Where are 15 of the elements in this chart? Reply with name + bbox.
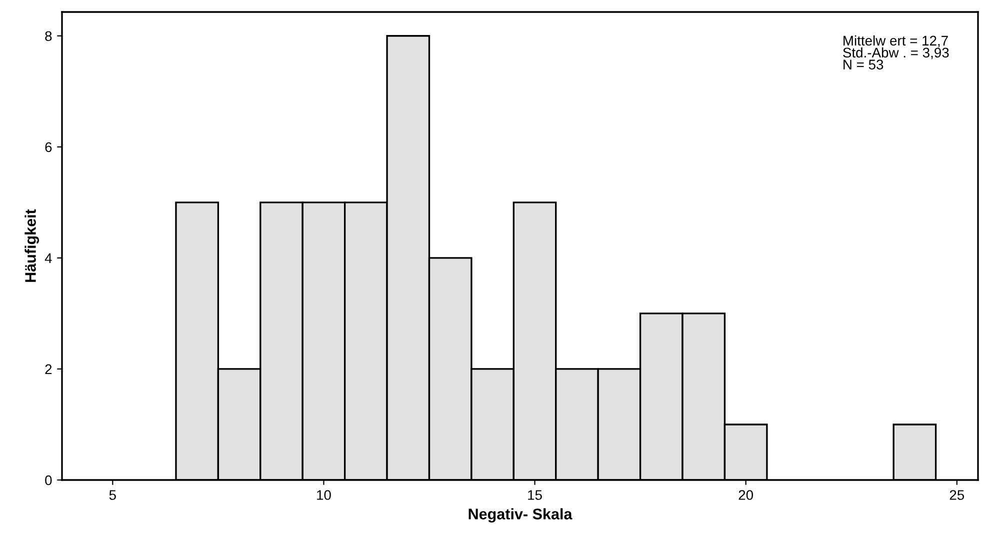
x-axis-title: Negativ- Skala bbox=[468, 508, 572, 523]
y-tick-label: 2 bbox=[45, 364, 52, 374]
x-tick-label: 20 bbox=[738, 490, 754, 500]
x-tick-label: 5 bbox=[109, 490, 116, 500]
y-tick-label: 0 bbox=[45, 475, 52, 486]
x-tick-label: 25 bbox=[950, 490, 964, 500]
y-tick-label: 8 bbox=[45, 31, 52, 42]
annotation: Mittelw ert = 12,7 bbox=[844, 35, 948, 48]
annotation: Std.-Abw . = 3,93 bbox=[843, 47, 949, 60]
annotation: N = 53 bbox=[844, 60, 884, 70]
y-tick-label: 6 bbox=[45, 142, 52, 152]
y-tick-label: 4 bbox=[44, 253, 52, 263]
y-axis-title: Häufigkeit bbox=[24, 209, 39, 282]
x-tick-label: 15 bbox=[528, 490, 542, 500]
x-tick-label: 10 bbox=[317, 490, 331, 500]
